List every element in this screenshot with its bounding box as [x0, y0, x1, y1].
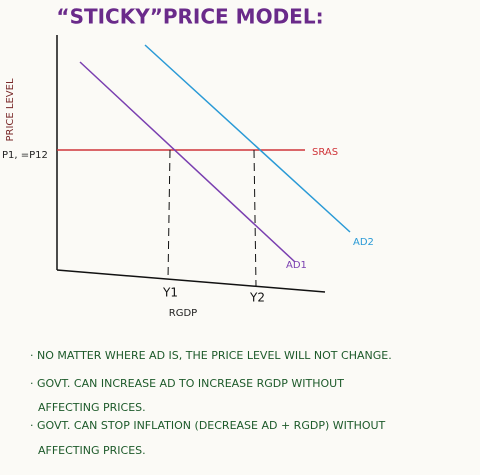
y-axis-label: PRICE LEVEL: [5, 78, 16, 141]
ad1-label: AD1: [286, 260, 307, 271]
ad1-curve: [79, 61, 296, 263]
y2-label: Y2: [249, 291, 265, 305]
ad2-curve: [144, 44, 351, 233]
note-line: AFFECTING PRICES.: [38, 444, 146, 457]
notes: · NO MATTER WHERE AD IS, THE PRICE LEVEL…: [30, 349, 392, 457]
y1-dashed: [167, 149, 171, 281]
title: “STICKY”PRICE MODEL:: [56, 5, 323, 29]
note-line: · GOVT. CAN STOP INFLATION (DECREASE AD …: [30, 419, 386, 432]
y2-dashed: [253, 149, 257, 287]
price-label: P1, =P12: [2, 150, 48, 161]
note-line: AFFECTING PRICES.: [38, 401, 146, 414]
x-axis-label: RGDP: [169, 308, 197, 319]
sras-label: SRAS: [312, 147, 338, 158]
note-line: · GOVT. CAN INCREASE AD TO INCREASE RGDP…: [30, 377, 344, 390]
ad2-label: AD2: [353, 237, 374, 248]
x-axis: [56, 269, 326, 293]
note-line: · NO MATTER WHERE AD IS, THE PRICE LEVEL…: [30, 349, 392, 362]
y1-label: Y1: [162, 286, 178, 300]
